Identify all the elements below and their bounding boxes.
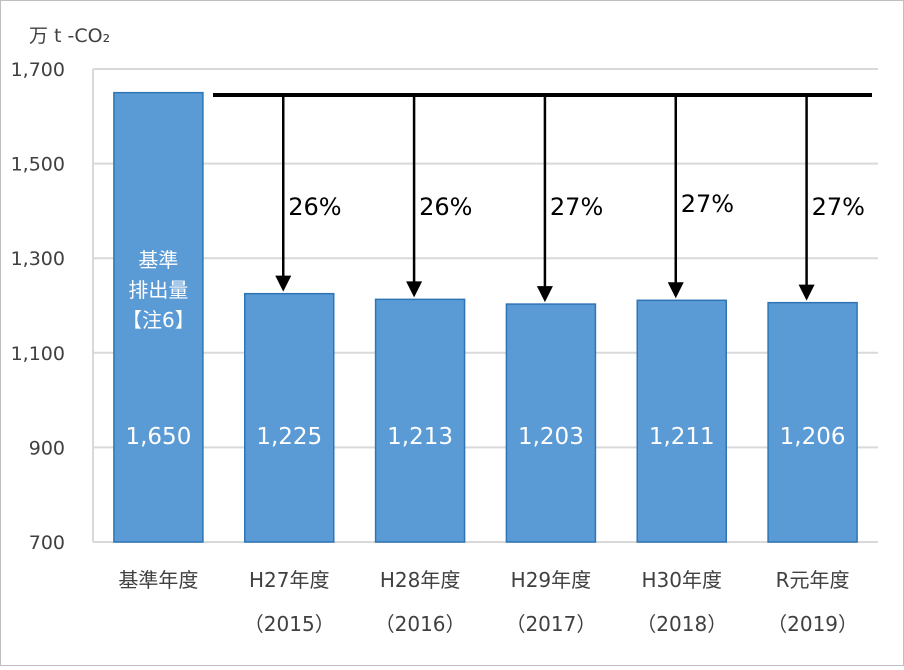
reduction-arrow-head: [667, 282, 684, 299]
bar-value-label: 1,213: [387, 424, 453, 450]
base-bar-inner-label: 基準: [138, 248, 178, 272]
y-tick-label: 1,700: [11, 59, 65, 81]
x-category-year-label: （2017）: [505, 612, 596, 636]
bar: [374, 298, 466, 543]
bar: [636, 299, 727, 543]
x-category-label: 基準年度: [118, 568, 198, 592]
reduction-percent-label: 26%: [419, 193, 472, 221]
bar-value-label: 1,206: [780, 424, 846, 450]
bar: [113, 91, 204, 543]
bar-value-label: 1,225: [256, 424, 322, 450]
x-category-label: R元年度: [776, 568, 850, 592]
base-bar-inner-label: 【注6】: [122, 308, 195, 332]
bar-value-label: 1,203: [518, 424, 584, 450]
reduction-percent-label: 26%: [288, 193, 341, 221]
y-tick-label: 1,300: [11, 248, 65, 270]
x-category-year-label: （2019）: [767, 612, 858, 636]
reduction-arrow-head: [536, 286, 553, 303]
y-axis-unit-label: 万 t -CO₂: [29, 25, 110, 47]
y-tick-label: 700: [29, 532, 65, 554]
y-tick-label: 1,100: [11, 343, 65, 365]
x-category-label: H27年度: [249, 568, 330, 592]
bar-value-label: 1,211: [649, 424, 715, 450]
bar: [505, 303, 597, 543]
reduction-arrow-head: [406, 281, 423, 298]
bar: [244, 292, 335, 543]
arrow-layer: [213, 93, 872, 303]
reduction-percent-label: 27%: [681, 190, 734, 218]
x-category-label: H30年度: [642, 568, 723, 592]
labels-layer: 700 900 1,100 1,300 1,500 1,700 1,650 基準年度 1,225…: [11, 59, 865, 636]
bars-layer: [113, 91, 858, 543]
reduction-percent-label: 27%: [812, 193, 865, 221]
x-category-label: H29年度: [511, 568, 592, 592]
reduction-percent-label: 27%: [550, 193, 603, 221]
x-category-year-label: （2015）: [244, 612, 335, 636]
y-tick-label: 900: [29, 437, 65, 459]
base-bar-inner-label: 排出量: [128, 278, 188, 302]
x-category-year-label: （2018）: [636, 612, 727, 636]
reduction-arrow-head: [275, 275, 292, 292]
x-category-year-label: （2016）: [375, 612, 466, 636]
bar: [767, 301, 858, 543]
reduction-arrow-head: [798, 284, 815, 301]
y-tick-label: 1,500: [11, 154, 65, 176]
grid-layer: [92, 68, 878, 543]
x-category-label: H28年度: [380, 568, 461, 592]
bar-value-label: 1,650: [125, 424, 191, 450]
